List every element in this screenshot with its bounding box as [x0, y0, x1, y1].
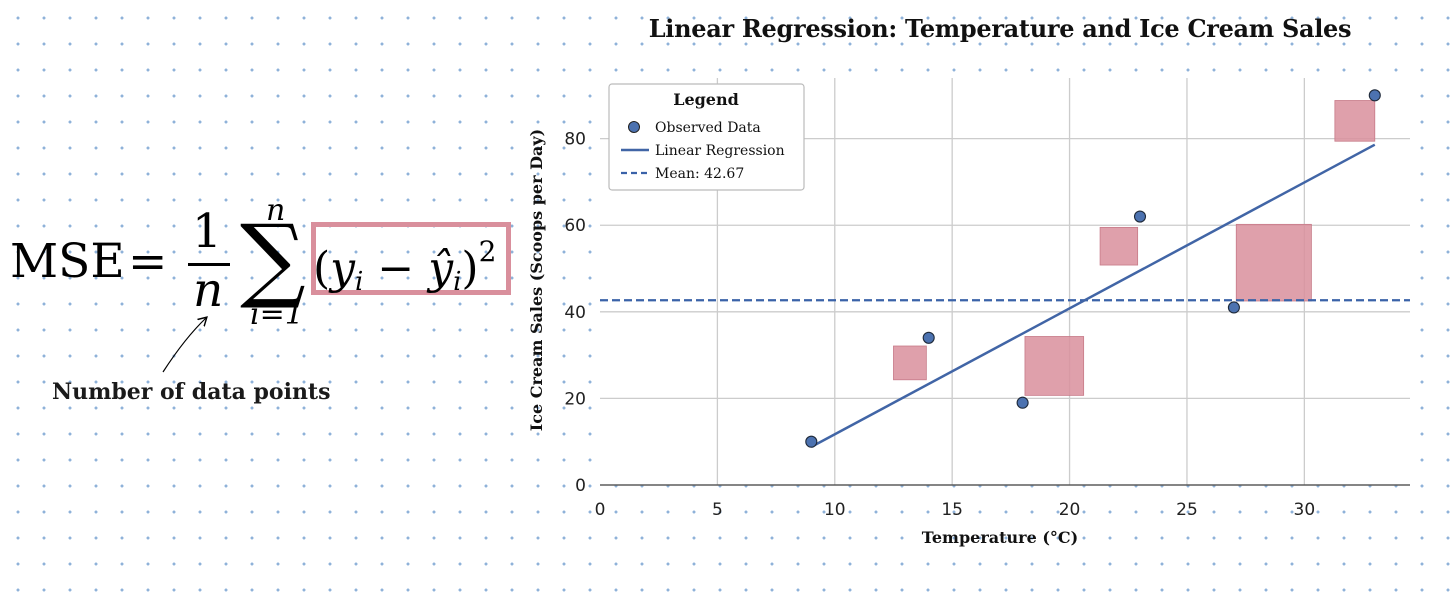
- mse-label: MSE: [10, 234, 125, 289]
- regression-line: [810, 143, 1376, 448]
- residual-square: [893, 345, 927, 381]
- legend-label-observed: Observed Data: [655, 120, 761, 136]
- sum-lower-limit: i=1: [250, 297, 304, 332]
- x-tick-label: 10: [824, 500, 846, 520]
- data-point: [1227, 301, 1240, 314]
- x-ticks: 0 5 10 15 20 25 30: [595, 500, 1316, 520]
- y-tick-label: 60: [564, 216, 586, 236]
- y-tick-label: 20: [564, 389, 586, 409]
- residual-squares: [893, 100, 1376, 396]
- sum-upper-limit: n: [266, 193, 286, 228]
- y-tick-label: 40: [564, 303, 586, 323]
- fraction-numerator: 1: [192, 204, 222, 259]
- legend-box: [608, 83, 805, 191]
- residual-square: [1334, 100, 1376, 142]
- y-tick-label: 0: [575, 476, 586, 496]
- legend: Legend Observed Data Linear Regression M…: [608, 83, 805, 191]
- squared-error-highlight: [311, 222, 511, 295]
- legend-label-regression: Linear Regression: [655, 143, 785, 159]
- data-point: [1133, 210, 1147, 223]
- y-tick-label: 80: [564, 130, 586, 150]
- y-axis-title: Ice Cream Sales (Scoops per Day): [527, 129, 546, 431]
- x-axis-title: Temperature (°C): [922, 528, 1078, 547]
- fraction-bar: [188, 263, 230, 266]
- data-point: [1016, 396, 1029, 409]
- annotation-arrow: [162, 0, 530, 373]
- chart-title: Linear Regression: Temperature and Ice C…: [648, 14, 1352, 43]
- mse-formula: MSE = 1 n n ∑ i=1 (yi − ŷi)2 Number of d…: [0, 0, 530, 593]
- y-ticks: 0 20 40 60 80: [564, 130, 586, 496]
- x-tick-label: 25: [1176, 500, 1198, 520]
- observed-points: [805, 89, 1381, 448]
- fraction-denominator: n: [193, 263, 224, 318]
- squared-error-term: (yi − ŷi)2: [313, 235, 497, 297]
- equals-sign: =: [128, 234, 168, 289]
- legend-title: Legend: [673, 90, 739, 109]
- x-tick-label: 20: [1059, 500, 1081, 520]
- residual-square: [1099, 226, 1139, 266]
- n-annotation-label: Number of data points: [52, 379, 331, 405]
- summation-symbol: ∑: [240, 205, 306, 312]
- x-tick-label: 30: [1294, 500, 1316, 520]
- data-point: [922, 331, 935, 344]
- residual-square: [1235, 223, 1312, 302]
- data-point: [1368, 89, 1381, 102]
- legend-label-mean: Mean: 42.67: [655, 166, 744, 182]
- data-point: [805, 435, 818, 448]
- residual-square: [1024, 336, 1085, 396]
- x-tick-label: 0: [595, 500, 606, 520]
- x-tick-label: 15: [941, 500, 963, 520]
- legend-marker-observed: [628, 121, 640, 133]
- x-tick-label: 5: [712, 500, 723, 520]
